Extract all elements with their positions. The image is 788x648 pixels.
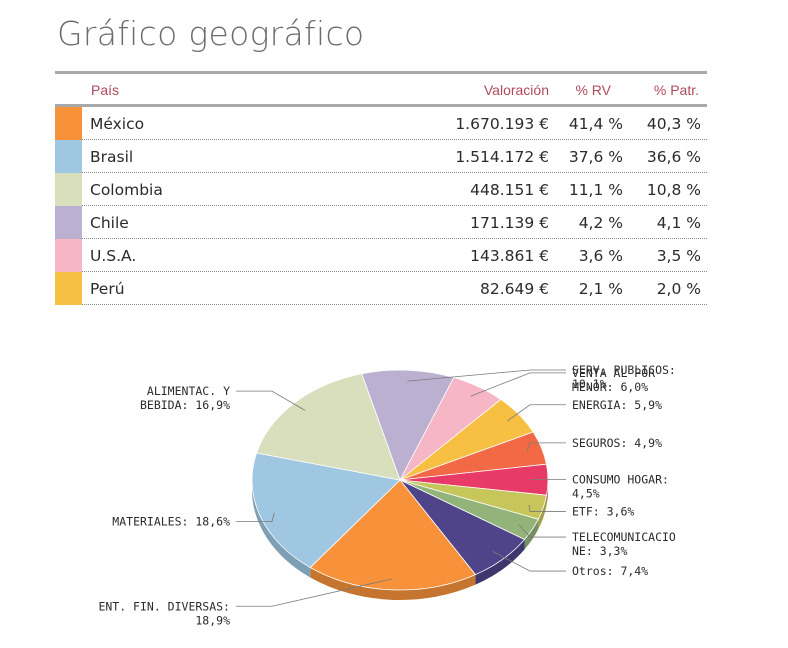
slice-label: MATERIALES: 18,6%	[112, 515, 230, 529]
color-swatch	[55, 206, 82, 239]
pie-side	[252, 480, 311, 578]
table-header: País Valoración % RV % Patr.	[55, 71, 707, 107]
slice-label: ENT. FIN. DIVERSAS: 18,9%	[98, 599, 230, 627]
cell-value: 448.151 €	[470, 181, 549, 199]
cell-rv: 41,4 %	[568, 115, 623, 133]
cell-rv: 3,6 %	[578, 247, 623, 265]
cell-pat: 4,1 %	[656, 214, 701, 232]
leader-line	[506, 404, 566, 422]
color-swatch	[55, 107, 82, 140]
slice-label: ALIMENTAC. Y BEBIDA: 16,9%	[140, 384, 230, 412]
pie-slice	[251, 452, 401, 568]
slice-label: Otros: 7,4%	[572, 564, 648, 578]
pie-slice	[361, 369, 455, 481]
cell-country: Brasil	[90, 148, 134, 166]
slice-label: VENTA AL POR MENOR: 6,0%	[572, 366, 655, 394]
slice-label: TELECOMUNICACIO NE: 3,3%	[572, 530, 676, 558]
cell-pat: 36,6 %	[646, 148, 701, 166]
leader-line	[407, 369, 566, 382]
cell-rv: 4,2 %	[578, 214, 623, 232]
header-country: País	[91, 82, 120, 98]
leader-line	[470, 372, 566, 397]
cell-value: 1.670.193 €	[455, 115, 549, 133]
cell-country: Colombia	[90, 181, 163, 199]
cell-rv: 37,6 %	[568, 148, 623, 166]
slice-label: ETF: 3,6%	[572, 504, 634, 518]
cell-value: 82.649 €	[479, 280, 549, 298]
table-row: U.S.A. 143.861 € 3,6 % 3,5 %	[55, 239, 707, 272]
cell-value: 143.861 €	[470, 247, 549, 265]
pie-side	[310, 567, 476, 600]
table-row: Chile 171.139 € 4,2 % 4,1 %	[55, 206, 707, 239]
pie-side	[475, 539, 525, 585]
table-row: Perú 82.649 € 2,1 % 2,0 %	[55, 272, 707, 305]
color-swatch	[55, 173, 82, 206]
page-title: Gráfico geográfico	[57, 14, 365, 53]
leader-line	[236, 512, 275, 523]
table-row: Colombia 448.151 € 11,1 % 10,8 %	[55, 173, 707, 206]
country-table: País Valoración % RV % Patr. México 1.670…	[55, 71, 707, 305]
leader-line	[518, 524, 566, 538]
cell-country: U.S.A.	[90, 247, 137, 265]
pie-side	[524, 519, 539, 550]
cell-country: México	[90, 115, 145, 133]
cell-country: Chile	[90, 214, 129, 232]
leader-line	[236, 390, 306, 411]
color-swatch	[55, 272, 82, 305]
sector-pie-chart: SERV. PUBLICOS: 10,1%VENTA AL POR MENOR: 6…	[98, 363, 676, 627]
slice-label: SEGUROS: 4,9%	[572, 436, 662, 450]
cell-rv: 2,1 %	[578, 280, 623, 298]
leader-line	[492, 550, 566, 572]
pie-side	[538, 495, 547, 530]
leader-line	[528, 504, 566, 512]
header-rv: % RV	[575, 82, 611, 98]
cell-pat: 3,5 %	[656, 247, 701, 265]
pie-slice	[309, 479, 477, 591]
color-swatch	[55, 239, 82, 272]
table-row: México 1.670.193 € 41,4 % 40,3 %	[55, 107, 707, 140]
header-value: Valoración	[483, 82, 549, 98]
slice-label: CONSUMO HOGAR: 4,5%	[572, 473, 669, 501]
cell-pat: 10,8 %	[646, 181, 701, 199]
pie-slice	[256, 373, 401, 481]
table-row: Brasil 1.514.172 € 37,6 % 36,6 %	[55, 140, 707, 173]
cell-rv: 11,1 %	[568, 181, 623, 199]
slice-label: ENERGIA: 5,9%	[572, 398, 662, 412]
slice-label: SERV. PUBLICOS: 10,1%	[572, 363, 676, 391]
color-swatch	[55, 140, 82, 173]
cell-pat: 40,3 %	[646, 115, 701, 133]
leader-line	[526, 442, 566, 452]
header-pat: % Patr.	[653, 82, 699, 98]
cell-country: Perú	[90, 280, 125, 298]
leader-line	[236, 578, 393, 607]
cell-value: 1.514.172 €	[455, 148, 549, 166]
cell-value: 171.139 €	[470, 214, 549, 232]
cell-pat: 2,0 %	[656, 280, 701, 298]
